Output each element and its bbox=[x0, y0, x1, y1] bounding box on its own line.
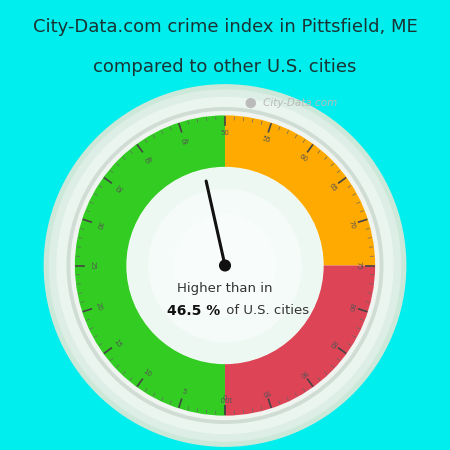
Text: 20: 20 bbox=[94, 302, 103, 312]
Text: 45: 45 bbox=[179, 135, 189, 143]
Text: 65: 65 bbox=[328, 182, 338, 193]
Text: 5: 5 bbox=[181, 388, 187, 396]
Wedge shape bbox=[225, 115, 375, 266]
Text: 80: 80 bbox=[347, 302, 356, 312]
Circle shape bbox=[127, 167, 323, 364]
Text: 30: 30 bbox=[94, 219, 103, 230]
Circle shape bbox=[148, 189, 302, 342]
Text: 35: 35 bbox=[112, 182, 122, 193]
Text: Higher than in: Higher than in bbox=[177, 282, 273, 295]
Text: 15: 15 bbox=[112, 338, 122, 349]
Text: 85: 85 bbox=[328, 338, 338, 349]
Circle shape bbox=[50, 90, 400, 441]
Text: ⬤  City-Data.com: ⬤ City-Data.com bbox=[245, 98, 338, 108]
Text: 10: 10 bbox=[141, 368, 152, 378]
Text: 25: 25 bbox=[89, 261, 95, 270]
Wedge shape bbox=[75, 115, 225, 416]
Text: of U.S. cities: of U.S. cities bbox=[222, 304, 310, 317]
Text: 46.5 %: 46.5 % bbox=[166, 304, 220, 318]
Text: 60: 60 bbox=[298, 153, 309, 163]
Text: City-Data.com crime index in Pittsfield, ME: City-Data.com crime index in Pittsfield,… bbox=[32, 18, 418, 36]
Text: 40: 40 bbox=[141, 153, 152, 163]
Text: 75: 75 bbox=[355, 261, 361, 270]
Circle shape bbox=[71, 112, 379, 419]
Circle shape bbox=[128, 169, 322, 362]
Text: 70: 70 bbox=[347, 219, 356, 230]
Circle shape bbox=[174, 215, 276, 316]
Text: 55: 55 bbox=[261, 135, 271, 143]
Wedge shape bbox=[225, 266, 375, 416]
Text: compared to other U.S. cities: compared to other U.S. cities bbox=[93, 58, 357, 76]
Circle shape bbox=[67, 108, 383, 423]
Text: 100: 100 bbox=[218, 396, 232, 401]
Text: 50: 50 bbox=[220, 130, 230, 135]
Text: 95: 95 bbox=[261, 388, 271, 396]
Circle shape bbox=[57, 98, 393, 433]
Text: 0: 0 bbox=[223, 396, 227, 401]
Circle shape bbox=[44, 85, 406, 446]
Circle shape bbox=[220, 260, 230, 271]
Text: 90: 90 bbox=[298, 368, 309, 378]
